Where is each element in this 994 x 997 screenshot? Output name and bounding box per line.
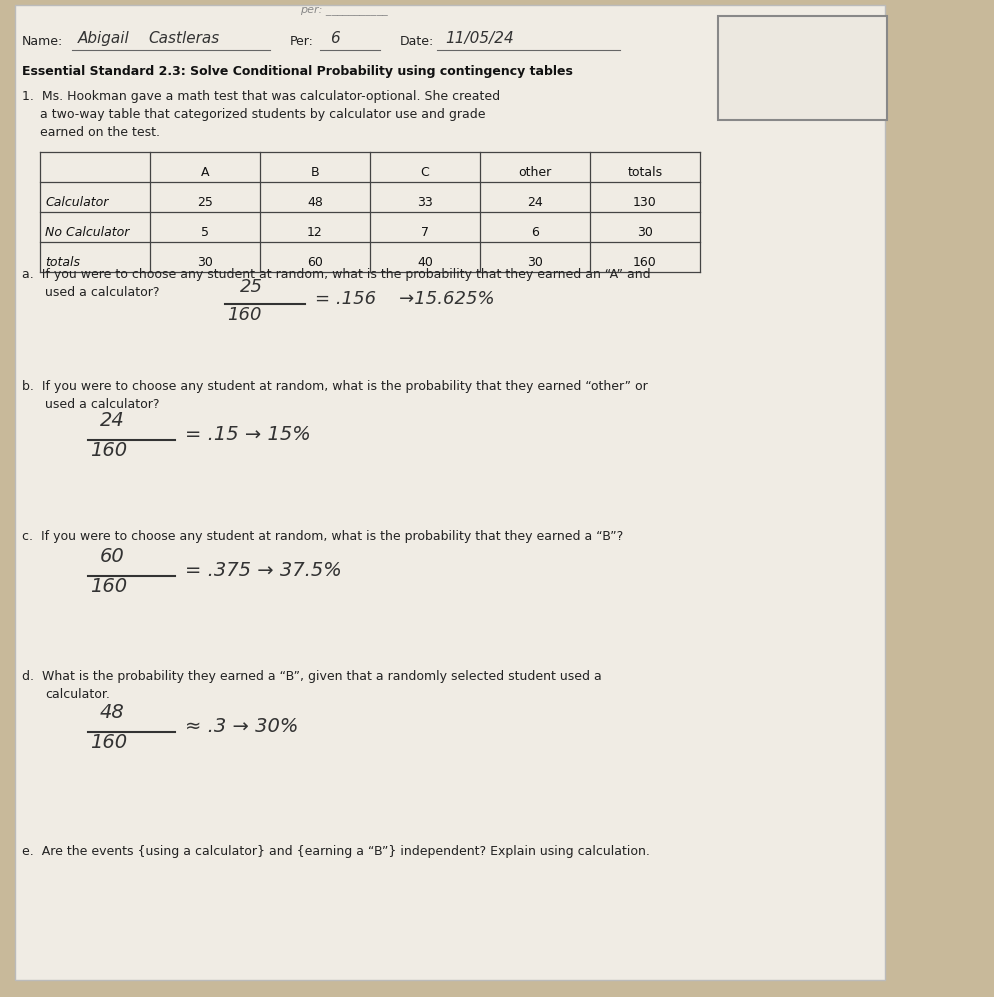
Text: 130: 130 xyxy=(633,195,657,208)
Text: 160: 160 xyxy=(90,441,127,460)
Text: Castleras: Castleras xyxy=(148,31,220,46)
Text: d.  What is the probability they earned a “B”, given that a randomly selected st: d. What is the probability they earned a… xyxy=(22,670,601,683)
Text: No Calculator: No Calculator xyxy=(45,225,129,238)
FancyBboxPatch shape xyxy=(718,16,887,120)
Text: 160: 160 xyxy=(227,306,261,324)
Text: /8: /8 xyxy=(839,85,871,114)
Text: Per:: Per: xyxy=(290,35,314,48)
Text: 48: 48 xyxy=(307,195,323,208)
FancyBboxPatch shape xyxy=(15,5,885,980)
Text: 24: 24 xyxy=(100,411,125,430)
Text: totals: totals xyxy=(627,166,663,178)
Text: 5: 5 xyxy=(201,225,209,238)
Text: 1.  Ms. Hookman gave a math test that was calculator-optional. She created: 1. Ms. Hookman gave a math test that was… xyxy=(22,90,500,103)
Text: ≈ .3 → 30%: ≈ .3 → 30% xyxy=(185,717,298,736)
Text: Essential Standard 2.3: Solve Conditional Probability using contingency tables: Essential Standard 2.3: Solve Conditiona… xyxy=(22,65,573,78)
Text: = .156    →15.625%: = .156 →15.625% xyxy=(315,290,495,308)
Text: 160: 160 xyxy=(633,255,657,268)
Text: calculator.: calculator. xyxy=(45,688,110,701)
Text: 160: 160 xyxy=(90,733,127,752)
Text: 33: 33 xyxy=(417,195,432,208)
Text: a.  If you were to choose any student at random, what is the probability that th: a. If you were to choose any student at … xyxy=(22,268,651,281)
Text: = .15 → 15%: = .15 → 15% xyxy=(185,425,311,444)
Text: 30: 30 xyxy=(197,255,213,268)
Text: Date:: Date: xyxy=(400,35,434,48)
Text: earned on the test.: earned on the test. xyxy=(40,126,160,139)
Text: 30: 30 xyxy=(637,225,653,238)
Text: B: B xyxy=(311,166,319,178)
Text: 30: 30 xyxy=(527,255,543,268)
Text: Calculator: Calculator xyxy=(45,195,108,208)
Text: 25: 25 xyxy=(197,195,213,208)
Text: = .375 → 37.5%: = .375 → 37.5% xyxy=(185,561,342,580)
Text: A: A xyxy=(201,166,210,178)
Text: MYP Score: MYP Score xyxy=(764,28,839,41)
Text: (teacher use only): (teacher use only) xyxy=(757,46,847,56)
Text: 25: 25 xyxy=(240,278,263,296)
Text: totals: totals xyxy=(45,255,80,268)
Text: 6: 6 xyxy=(330,31,340,46)
Text: 12: 12 xyxy=(307,225,323,238)
Text: 60: 60 xyxy=(100,547,125,566)
Text: other: other xyxy=(519,166,552,178)
Text: 40: 40 xyxy=(417,255,433,268)
Text: b.  If you were to choose any student at random, what is the probability that th: b. If you were to choose any student at … xyxy=(22,380,648,393)
Text: Name:: Name: xyxy=(22,35,64,48)
Text: used a calculator?: used a calculator? xyxy=(45,398,159,411)
Text: C: C xyxy=(420,166,429,178)
Text: Abigail: Abigail xyxy=(78,31,130,46)
Text: 48: 48 xyxy=(100,703,125,722)
Text: used a calculator?: used a calculator? xyxy=(45,286,159,299)
Text: 160: 160 xyxy=(90,577,127,596)
Text: 24: 24 xyxy=(527,195,543,208)
Text: e.  Are the events {using a calculator} and {earning a “B”} independent? Explain: e. Are the events {using a calculator} a… xyxy=(22,845,650,858)
Text: a two-way table that categorized students by calculator use and grade: a two-way table that categorized student… xyxy=(40,108,485,121)
Text: 6: 6 xyxy=(531,225,539,238)
Text: c.  If you were to choose any student at random, what is the probability that th: c. If you were to choose any student at … xyxy=(22,530,623,543)
Text: 60: 60 xyxy=(307,255,323,268)
Text: 7: 7 xyxy=(421,225,429,238)
Text: per: ___________: per: ___________ xyxy=(300,5,388,15)
Text: 11/05/24: 11/05/24 xyxy=(445,31,514,46)
